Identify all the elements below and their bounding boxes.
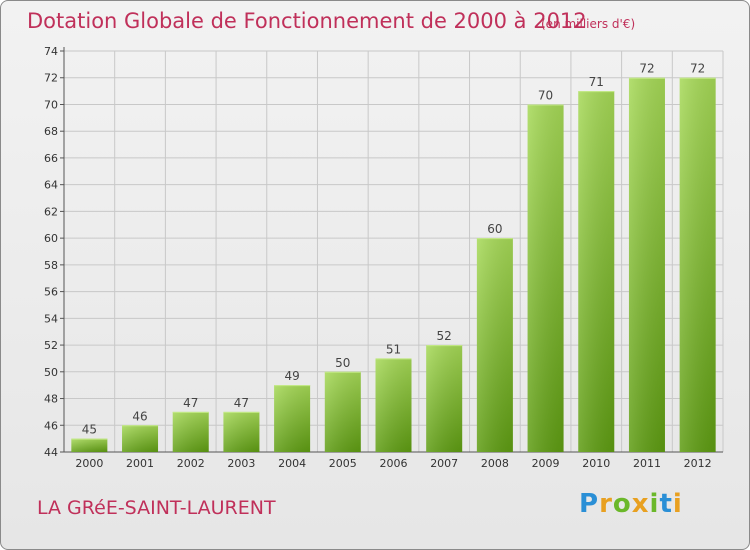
y-tick-label: 44 [44, 446, 58, 459]
data-label: 47 [234, 396, 249, 410]
y-tick-label: 50 [44, 366, 58, 379]
x-tick-label: 2008 [481, 457, 509, 470]
data-labels: 45 46 47 47 49 50 51 52 60 70 71 72 72 [82, 62, 706, 437]
y-tick-label: 54 [44, 312, 58, 325]
data-label: 49 [284, 369, 299, 383]
data-label: 71 [589, 75, 604, 89]
logo-letter: i [649, 489, 660, 519]
bar-shade [172, 411, 209, 452]
bar-shade [679, 77, 716, 452]
x-tick-label: 2001 [126, 457, 154, 470]
y-tick-label: 70 [44, 98, 58, 111]
proxiti-logo: Proxiti [579, 489, 683, 519]
x-tick-label: 2011 [633, 457, 661, 470]
data-label: 45 [82, 423, 97, 437]
y-tick-label: 62 [44, 205, 58, 218]
x-tick-label: 2009 [532, 457, 560, 470]
y-tick-label: 52 [44, 339, 58, 352]
bar-shade [375, 358, 412, 452]
x-tick-label: 2004 [278, 457, 306, 470]
logo-letter: x [631, 489, 650, 519]
data-label: 52 [437, 329, 452, 343]
data-label: 60 [487, 222, 502, 236]
y-tick-label: 72 [44, 72, 58, 85]
bar-shade [122, 425, 159, 452]
y-tick-label: 68 [44, 125, 58, 138]
data-label: 47 [183, 396, 198, 410]
logo-letter: r [599, 489, 613, 519]
x-tick-label: 2002 [177, 457, 205, 470]
x-tick-label: 2012 [684, 457, 712, 470]
x-tick-label: 2007 [430, 457, 458, 470]
data-label: 46 [132, 409, 147, 423]
logo-letter: P [579, 489, 600, 519]
y-tick-label: 58 [44, 259, 58, 272]
bar-shade [476, 238, 513, 452]
bar-shade [578, 91, 615, 452]
y-tick-label: 64 [44, 179, 58, 192]
data-label: 51 [386, 342, 401, 356]
x-tick-label: 2006 [380, 457, 408, 470]
commune-name: LA GRéE-SAINT-LAURENT [37, 497, 276, 519]
logo-letter: t [659, 489, 673, 519]
bars [71, 77, 716, 452]
bar-shade [426, 345, 463, 452]
x-tick-label: 2010 [582, 457, 610, 470]
x-tick-label: 2000 [75, 457, 103, 470]
y-tick-label: 60 [44, 232, 58, 245]
bar-shade [324, 371, 361, 452]
y-tick-label: 66 [44, 152, 58, 165]
data-label: 72 [690, 62, 705, 76]
data-label: 50 [335, 356, 350, 370]
logo-letter: i [672, 489, 683, 519]
bar-shade [628, 77, 665, 452]
y-tick-label: 46 [44, 419, 58, 432]
bar-shade [223, 411, 260, 452]
y-tick-label: 48 [44, 393, 58, 406]
x-tick-label: 2005 [329, 457, 357, 470]
logo-letter: o [612, 489, 632, 519]
bar-shade [527, 104, 564, 452]
y-tick-label: 56 [44, 286, 58, 299]
x-tick-label: 2003 [227, 457, 255, 470]
bar-shade [71, 438, 108, 452]
data-label: 72 [639, 62, 654, 76]
bar-shade [274, 385, 311, 452]
unit-note: (en milliers d'€) [541, 17, 636, 31]
data-label: 70 [538, 88, 553, 102]
chart-title: Dotation Globale de Fonctionnement de 20… [27, 9, 587, 33]
y-tick-label: 74 [44, 45, 58, 58]
